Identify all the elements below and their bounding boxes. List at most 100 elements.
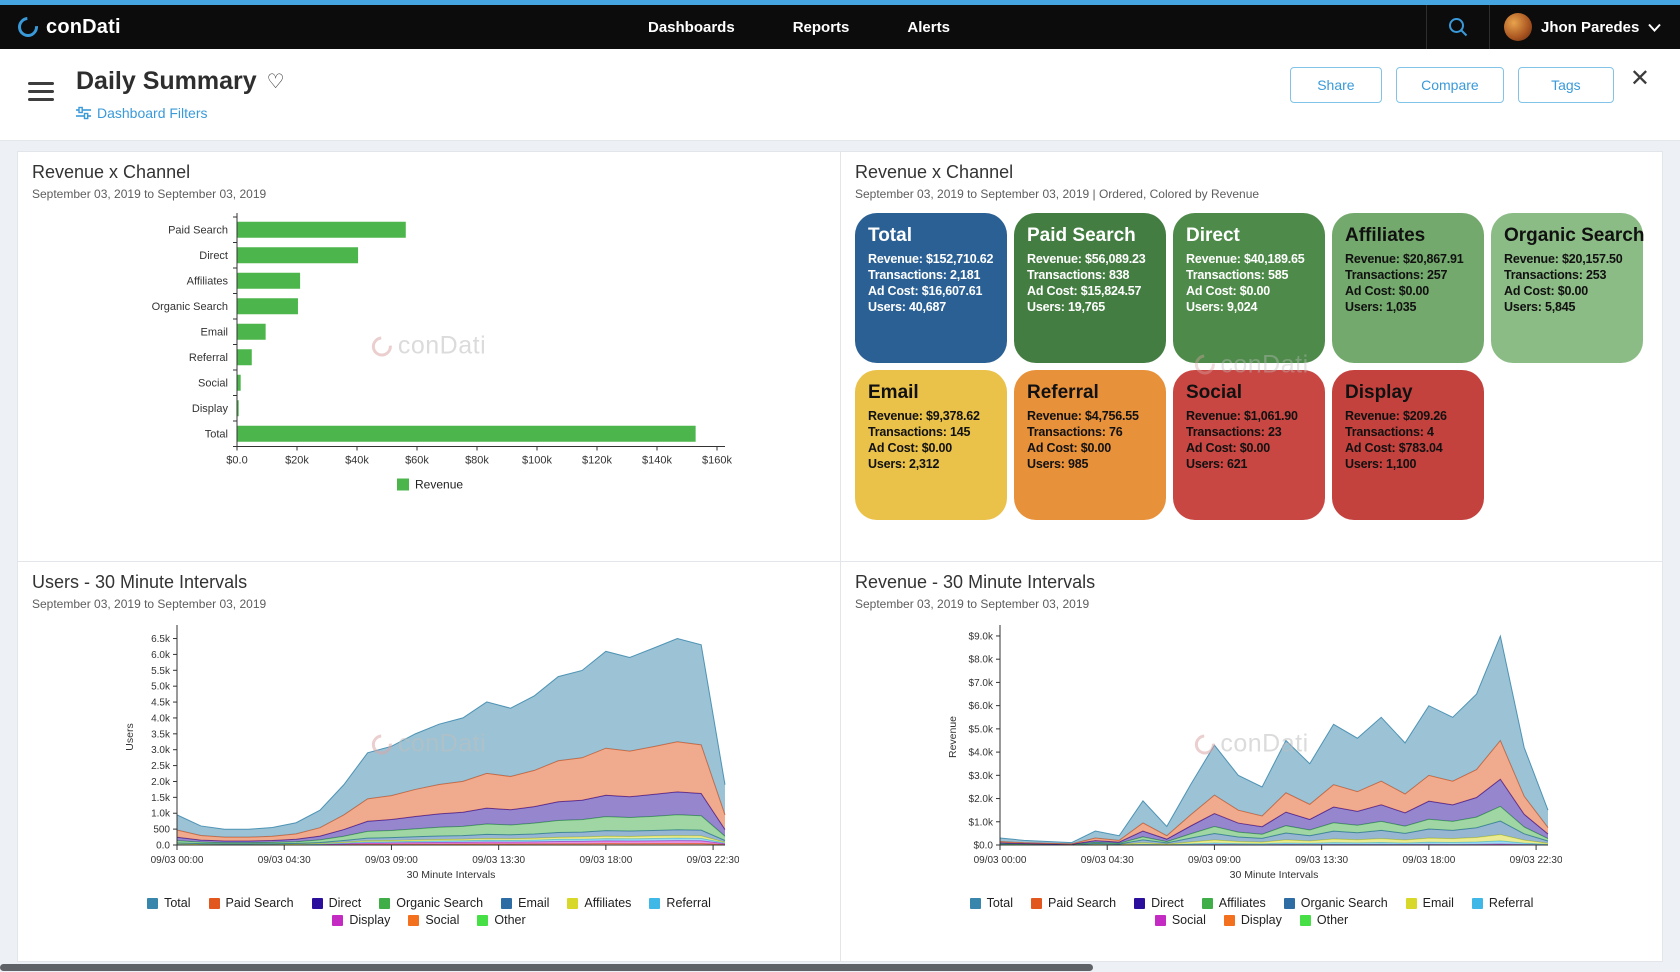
revenue-30-minute-intervals-chart[interactable]: $0.0 $1.0k $2.0k $3.0k $4.0k $5.0k $6.0k $7.0k $… <box>942 617 1562 889</box>
card-revenue: Revenue: $40,189.65 <box>1186 252 1305 266</box>
nav-item-reports[interactable]: Reports <box>792 18 850 36</box>
legend-item-total[interactable]: Total <box>969 896 1013 910</box>
card-revenue: Revenue: $56,089.23 <box>1027 252 1146 266</box>
channel-card-affiliates[interactable]: Affiliates Revenue: $20,867.91 Transaction… <box>1332 213 1484 363</box>
legend-item-referral[interactable]: Referral <box>649 896 711 910</box>
area-series-total <box>999 636 1548 844</box>
svg-text:09/03 00:00: 09/03 00:00 <box>973 855 1026 866</box>
area-series-referral <box>177 838 725 845</box>
horizontal-scrollbar-thumb[interactable] <box>0 964 1093 971</box>
top-accent-strip <box>0 0 1680 5</box>
area-series-email <box>999 834 1548 845</box>
svg-text:Paid Search: Paid Search <box>168 224 228 236</box>
svg-text:30 Minute Intervals: 30 Minute Intervals <box>1229 869 1318 881</box>
card-users: Users: 2,312 <box>868 457 940 471</box>
legend-item-email[interactable]: Email <box>1405 896 1454 910</box>
chart-title: Revenue x Channel <box>855 162 1014 182</box>
nav-item-alerts[interactable]: Alerts <box>907 18 950 36</box>
legend-swatch <box>477 914 489 926</box>
legend-item-social[interactable]: Social <box>1154 913 1206 927</box>
svg-text:3.5k: 3.5k <box>151 729 171 740</box>
close-icon[interactable]: ✕ <box>1629 65 1650 92</box>
svg-text:$0.0: $0.0 <box>226 455 247 467</box>
nav-item-dashboards[interactable]: Dashboards <box>648 18 735 36</box>
svg-text:$60k: $60k <box>405 455 429 467</box>
legend-item-total[interactable]: Total <box>147 896 191 910</box>
legend-swatch <box>501 897 513 909</box>
legend-swatch <box>1134 897 1146 909</box>
svg-text:$6.0k: $6.0k <box>968 701 993 712</box>
users-30-minute-intervals-chart[interactable]: 0.0 500 1.0k 1.5k 2.0k 2.5k 3.0k 3.5k 4.0k 4.5k 5.… <box>119 617 740 889</box>
app-header: conDati Dashboards Reports Alerts Jhon Par… <box>0 5 1680 49</box>
dashboard-toolbar: Daily Summary ♡ Dashboard Filters Share C… <box>0 49 1680 141</box>
legend-item-paid-search[interactable]: Paid Search <box>208 896 294 910</box>
legend-item-direct[interactable]: Direct <box>311 896 361 910</box>
brand-logo[interactable]: conDati <box>13 12 121 42</box>
card-channel-name: Direct <box>1186 225 1240 246</box>
revenue-by-channel-bar-chart[interactable]: Paid Search Direct Affiliates Organic Searc… <box>119 207 739 505</box>
legend-swatch <box>332 914 344 926</box>
title-block: Daily Summary ♡ Dashboard Filters <box>76 67 285 121</box>
condati-ring-icon <box>13 12 43 42</box>
legend-item-social[interactable]: Social <box>408 913 459 927</box>
svg-text:$40k: $40k <box>345 455 369 467</box>
svg-text:5.5k: 5.5k <box>151 666 171 677</box>
svg-text:2.5k: 2.5k <box>151 761 171 772</box>
legend-item-affiliates[interactable]: Affiliates <box>1201 896 1266 910</box>
page-title: Daily Summary <box>76 67 257 95</box>
channel-card-paid-search[interactable]: Paid Search Revenue: $56,089.23 Transactio… <box>1014 213 1166 363</box>
svg-text:1.5k: 1.5k <box>151 793 171 804</box>
legend-item-paid-search[interactable]: Paid Search <box>1031 896 1116 910</box>
channel-card-display[interactable]: Display Revenue: $209.26 Transactions: 4 Ad… <box>1332 370 1484 520</box>
horizontal-scrollbar <box>0 963 1680 972</box>
legend-item-other[interactable]: Other <box>1299 913 1348 927</box>
area-series-paid-search <box>177 741 725 841</box>
legend-item-email[interactable]: Email <box>501 896 549 910</box>
svg-text:09/03 22:30: 09/03 22:30 <box>687 855 739 866</box>
legend-item-referral[interactable]: Referral <box>1471 896 1533 910</box>
favorite-heart-icon[interactable]: ♡ <box>266 70 285 93</box>
svg-text:$9.0k: $9.0k <box>968 631 993 642</box>
legend-item-organic-search[interactable]: Organic Search <box>1283 896 1388 910</box>
chart-subtitle: September 03, 2019 to September 03, 2019 <box>32 597 267 611</box>
channel-card-social[interactable]: Social Revenue: $1,061.90 Transactions: 23… <box>1173 370 1325 520</box>
user-menu[interactable]: Jhon Paredes <box>1490 5 1680 49</box>
svg-text:Total: Total <box>205 428 228 440</box>
legend-item-affiliates[interactable]: Affiliates <box>567 896 631 910</box>
compare-button[interactable]: Compare <box>1395 67 1504 103</box>
card-channel-name: Referral <box>1027 382 1099 403</box>
search-button[interactable] <box>1427 5 1489 49</box>
tags-button[interactable]: Tags <box>1517 67 1614 103</box>
dashboard-filters-link[interactable]: Dashboard Filters <box>76 105 285 121</box>
channel-card-total[interactable]: Total Revenue: $152,710.62 Transactions: 2… <box>855 213 1007 363</box>
legend-swatch <box>1031 897 1043 909</box>
svg-text:09/03 09:00: 09/03 09:00 <box>365 855 418 866</box>
channel-cards-grid: Total Revenue: $152,710.62 Transactions: 2… <box>855 213 1648 520</box>
legend-item-display[interactable]: Display <box>332 913 390 927</box>
card-users: Users: 1,035 <box>1345 300 1417 314</box>
bar-chart-wrap: Paid Search Direct Affiliates Organic Searc… <box>119 207 739 510</box>
chart-title: Revenue - 30 Minute Intervals <box>855 572 1096 592</box>
channel-card-organic-search[interactable]: Organic Search Revenue: $20,157.50 Transac… <box>1491 213 1644 363</box>
svg-text:$140k: $140k <box>642 455 672 467</box>
legend-item-display[interactable]: Display <box>1223 913 1282 927</box>
channel-card-direct[interactable]: Direct Revenue: $40,189.65 Transactions: 5… <box>1173 213 1325 363</box>
channel-card-referral[interactable]: Referral Revenue: $4,756.55 Transactions: … <box>1014 370 1166 520</box>
area-series-affiliates <box>999 806 1548 845</box>
channel-card-email[interactable]: Email Revenue: $9,378.62 Transactions: 145… <box>855 370 1007 520</box>
card-transactions: Transactions: 838 <box>1027 268 1130 282</box>
legend-item-direct[interactable]: Direct <box>1134 896 1184 910</box>
legend-item-other[interactable]: Other <box>477 913 526 927</box>
svg-text:3.0k: 3.0k <box>151 745 171 756</box>
legend-swatch <box>1471 897 1483 909</box>
card-users: Users: 5,845 <box>1504 300 1576 314</box>
share-button[interactable]: Share <box>1289 67 1382 103</box>
svg-text:09/03 09:00: 09/03 09:00 <box>1188 855 1241 866</box>
svg-text:$5.0k: $5.0k <box>968 724 993 735</box>
svg-text:Social: Social <box>198 377 228 389</box>
area-series-total <box>177 638 725 838</box>
card-users: Users: 985 <box>1027 457 1089 471</box>
legend-item-organic-search[interactable]: Organic Search <box>379 896 483 910</box>
card-users: Users: 19,765 <box>1027 300 1106 314</box>
menu-icon[interactable] <box>28 77 54 106</box>
